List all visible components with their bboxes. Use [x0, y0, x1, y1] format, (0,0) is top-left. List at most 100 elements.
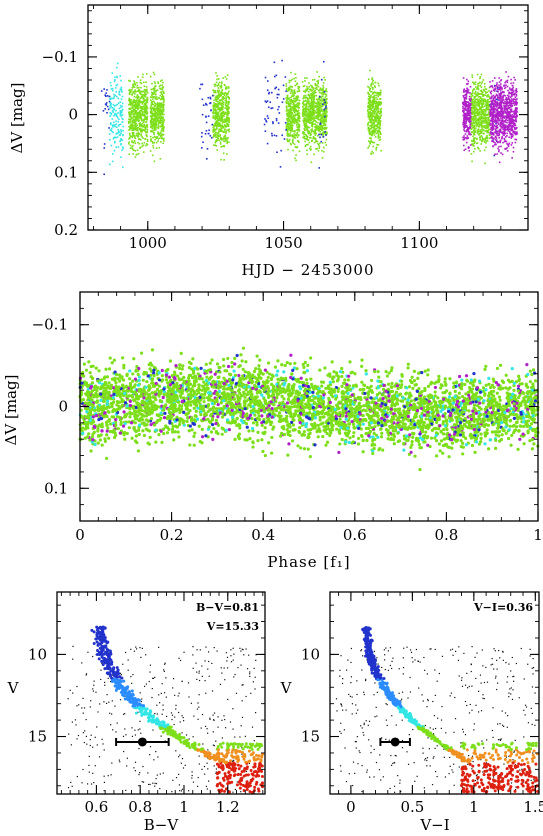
light-curve-point: [145, 109, 147, 112]
light-curve-point: [511, 125, 514, 127]
light-curve-point: [371, 101, 374, 104]
light-curve-point: [130, 100, 132, 103]
light-curve-point: [141, 111, 144, 114]
light-curve-point: [132, 141, 135, 144]
light-curve-point: [323, 99, 326, 101]
light-curve-point: [481, 102, 483, 105]
light-curve-point: [292, 102, 295, 105]
light-curve-point: [375, 149, 377, 151]
light-curve-point: [221, 122, 224, 124]
light-curve-point: [479, 97, 482, 100]
light-curve-point: [217, 108, 220, 111]
light-curve-point: [142, 98, 145, 100]
light-curve-point: [467, 146, 470, 148]
light-curve-point: [142, 94, 145, 97]
light-curve-point: [146, 111, 149, 114]
light-curve-point: [158, 111, 161, 114]
light-curve-point: [369, 124, 371, 127]
light-curve-point: [313, 112, 316, 114]
light-curve-point: [465, 122, 467, 125]
light-curve-point: [372, 152, 375, 154]
light-curve-point: [220, 90, 223, 93]
light-curve-point: [149, 99, 152, 101]
light-curve-point: [482, 94, 485, 96]
light-curve-point: [497, 97, 499, 100]
light-curve-point: [290, 99, 293, 101]
light-curve-point: [138, 133, 140, 135]
light-curve-point: [483, 105, 486, 107]
light-curve-point: [291, 139, 294, 142]
light-curve-point: [129, 127, 131, 130]
light-curve-point: [479, 77, 481, 80]
light-curve-point: [120, 115, 123, 118]
light-curve-point: [162, 110, 165, 112]
light-curve-point: [153, 81, 156, 83]
light-curve-point: [510, 100, 512, 102]
light-curve-point: [293, 104, 296, 107]
light-curve-point: [513, 100, 515, 103]
light-curve-point: [154, 121, 157, 124]
light-curve-point: [134, 111, 137, 114]
light-curve-point: [374, 124, 377, 127]
light-curve-point: [120, 138, 122, 140]
light-curve-point: [228, 117, 230, 119]
light-curve-point: [289, 86, 292, 88]
light-curve-point: [375, 127, 378, 130]
light-curve-point: [145, 72, 148, 75]
light-curve-point: [155, 123, 158, 126]
light-curve-point: [315, 112, 318, 114]
light-curve-point: [131, 123, 134, 125]
light-curve-point: [497, 147, 499, 150]
light-curve-point: [293, 108, 296, 110]
light-curve-point: [286, 124, 289, 127]
light-curve-point: [160, 119, 163, 122]
light-curve-point: [376, 104, 378, 107]
light-curve-panel: 1000 1050 1100−0.100.10.2 HJD − 2453000 ΔV…: [8, 4, 529, 279]
light-curve-point: [214, 131, 217, 134]
light-curve-point: [225, 101, 228, 103]
light-curve-point: [373, 122, 376, 124]
light-curve-point: [213, 109, 215, 112]
light-curve-point: [288, 118, 291, 121]
light-curve-point: [314, 131, 317, 133]
light-curve-point: [117, 97, 120, 100]
light-curve-point: [321, 127, 324, 130]
light-curve-point: [115, 120, 117, 123]
light-curve-point: [494, 108, 496, 111]
light-curve-point: [160, 103, 163, 106]
light-curve-point: [495, 132, 497, 134]
light-curve-point: [316, 88, 318, 91]
light-curve-point: [491, 86, 494, 89]
light-curve-point: [379, 103, 381, 106]
light-curve-point: [228, 128, 230, 131]
light-curve-point: [143, 126, 145, 129]
light-curve-point: [319, 142, 321, 145]
light-curve-point: [509, 133, 512, 136]
light-curve-point: [483, 149, 486, 152]
light-curve-point: [302, 131, 305, 133]
light-curve-point: [508, 130, 511, 133]
light-curve-point: [462, 136, 464, 139]
light-curve-point: [368, 96, 371, 99]
light-curve-point: [163, 119, 165, 122]
light-curve-point: [515, 93, 518, 96]
light-curve-point: [496, 134, 499, 137]
light-curve-point: [466, 115, 468, 118]
light-curve-point: [323, 122, 325, 124]
light-curve-point: [466, 127, 469, 129]
light-curve-point: [484, 109, 487, 112]
light-curve-point: [492, 94, 495, 97]
light-curve-point: [321, 126, 324, 128]
light-curve-point: [480, 114, 483, 116]
light-curve-point: [131, 136, 134, 139]
light-curve-point: [121, 108, 124, 111]
light-curve-point: [117, 130, 120, 132]
light-curve-point: [463, 117, 465, 119]
light-curve-point: [142, 144, 145, 147]
light-curve-point: [479, 123, 482, 126]
light-curve-point: [136, 124, 139, 127]
light-curve-point: [276, 93, 279, 96]
light-curve-point: [483, 129, 485, 132]
light-curve-point: [471, 100, 474, 103]
light-curve-point: [149, 106, 152, 109]
